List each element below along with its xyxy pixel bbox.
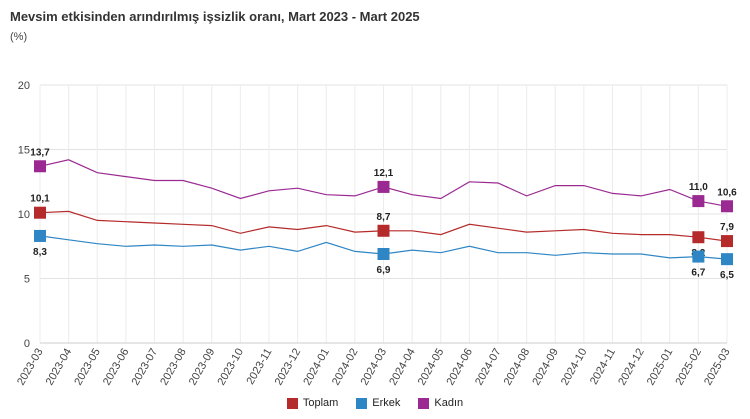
data-label: 12,1 — [374, 168, 394, 179]
legend-label: Toplam — [302, 397, 339, 409]
x-tick-label: 2024-04 — [387, 347, 418, 388]
data-marker-kadın[interactable] — [34, 160, 46, 173]
x-tick-label: 2023-09 — [187, 347, 218, 388]
y-axis-unit: (%) — [10, 31, 28, 43]
data-marker-toplam[interactable] — [692, 231, 705, 244]
legend-label: Kadın — [434, 397, 464, 409]
x-tick-label: 2024-02 — [330, 347, 361, 388]
x-tick-label: 2023-10 — [215, 347, 246, 388]
data-label: 7,9 — [720, 222, 734, 233]
data-marker-toplam[interactable] — [721, 235, 733, 248]
x-tick-label: 2024-12 — [616, 347, 647, 388]
legend-swatch — [356, 397, 368, 409]
x-tick-label: 2024-10 — [559, 347, 590, 388]
data-label: 8,7 — [377, 212, 391, 223]
x-tick-label: 2024-03 — [359, 347, 390, 388]
data-marker-kadın[interactable] — [692, 195, 705, 208]
x-tick-label: 2024-11 — [588, 347, 618, 387]
chart-title: Mevsim etkisinden arındırılmış işsizlik … — [10, 9, 420, 24]
legend-item-toplam[interactable]: Toplam — [286, 397, 339, 409]
x-tick-label: 2024-05 — [416, 347, 447, 388]
x-tick-label: 2024-06 — [444, 347, 475, 388]
data-marker-kadın[interactable] — [721, 200, 733, 213]
data-marker-erkek[interactable] — [34, 229, 46, 242]
legend-swatch — [418, 397, 430, 409]
data-label: 6,5 — [720, 270, 734, 281]
data-marker-erkek[interactable] — [721, 253, 733, 266]
x-tick-label: 2023-06 — [101, 347, 132, 388]
y-tick-label: 20 — [18, 80, 30, 92]
x-tick-label: 2025-02 — [673, 347, 704, 388]
x-tick-label: 2023-03 — [15, 347, 46, 388]
x-tick-label: 2023-04 — [44, 347, 75, 388]
x-tick-label: 2023-11 — [244, 347, 274, 387]
x-tick-label: 2023-05 — [72, 347, 103, 388]
x-tick-label: 2024-09 — [530, 347, 561, 388]
y-tick-label: 10 — [18, 209, 30, 221]
y-tick-label: 0 — [24, 338, 30, 350]
chart-legend: Toplam Erkek Kadın — [0, 397, 750, 409]
y-tick-label: 5 — [24, 274, 30, 286]
data-marker-kadın[interactable] — [377, 180, 390, 193]
data-label: 10,1 — [30, 194, 50, 205]
legend-item-erkek[interactable]: Erkek — [356, 397, 400, 409]
x-tick-label: 2023-08 — [158, 347, 189, 388]
x-tick-label: 2023-07 — [130, 347, 161, 388]
data-marker-erkek[interactable] — [377, 247, 390, 260]
x-tick-label: 2024-01 — [301, 347, 332, 388]
data-marker-erkek[interactable] — [692, 250, 705, 263]
data-marker-toplam[interactable] — [34, 206, 46, 219]
data-label: 10,6 — [717, 187, 737, 198]
legend-swatch — [286, 397, 298, 409]
legend-label: Erkek — [372, 397, 401, 409]
data-label: 13,7 — [30, 147, 50, 158]
data-label: 11,0 — [689, 182, 708, 193]
x-tick-label: 2025-03 — [702, 347, 733, 388]
data-marker-toplam[interactable] — [377, 224, 390, 237]
data-label: 8,3 — [33, 247, 47, 258]
legend-item-kadın[interactable]: Kadın — [418, 397, 463, 409]
y-tick-label: 15 — [18, 145, 30, 157]
data-label: 6,9 — [377, 265, 391, 276]
x-tick-label: 2025-01 — [645, 347, 676, 388]
x-tick-label: 2023-12 — [273, 347, 304, 388]
data-label: 6,7 — [691, 268, 705, 279]
x-tick-label: 2024-08 — [502, 347, 533, 388]
x-tick-label: 2024-07 — [473, 347, 504, 388]
